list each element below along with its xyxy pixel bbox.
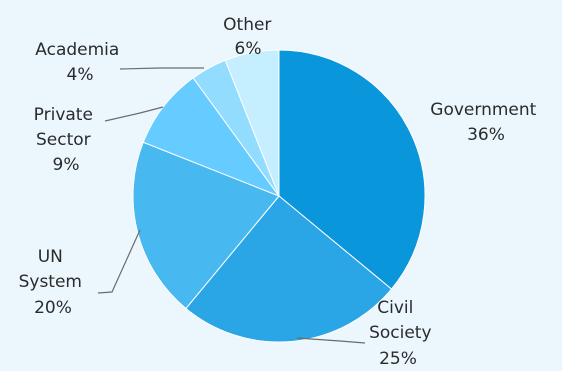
- pie-slice-government: [278, 49, 426, 290]
- slice-name-other: Other: [223, 15, 271, 35]
- pie-slice-other: [224, 49, 280, 197]
- slice-name-civil-society-line2: Society: [369, 323, 431, 343]
- slice-name-government: Government: [430, 100, 536, 120]
- slice-name-private-sector-line2: Sector: [36, 130, 91, 150]
- slice-pct-other: 6%: [235, 39, 262, 59]
- slice-pct-un-system: 20%: [34, 298, 72, 318]
- slice-name-un-system-line2: System: [19, 272, 82, 292]
- leader-line-civil-society: [296, 337, 366, 344]
- slice-pct-academia: 4%: [67, 65, 94, 85]
- leader-line-academia: [119, 67, 204, 70]
- slice-label-government: Government 36%: [430, 100, 541, 145]
- pie-slice-civil-society: [185, 195, 393, 343]
- slice-pct-government: 36%: [467, 125, 505, 145]
- slice-label-civil-society: Civil Society 25%: [369, 298, 437, 369]
- slice-name-civil-society-line1: Civil: [377, 298, 413, 318]
- leader-line-un-system: [97, 229, 141, 294]
- slice-name-un-system-line1: UN: [38, 247, 63, 267]
- slice-labels: Other 6% Academia 4% Private Sector 9% G…: [19, 15, 541, 369]
- slice-label-academia: Academia 4%: [35, 40, 124, 85]
- leader-line-private-sector: [104, 106, 164, 122]
- slice-label-private-sector: Private Sector 9%: [34, 105, 99, 175]
- pie-slice-un-system: [132, 141, 280, 310]
- pie-slice-private-sector: [142, 77, 281, 198]
- slice-label-other: Other 6%: [223, 15, 277, 59]
- slice-name-academia: Academia: [35, 40, 119, 60]
- slice-pct-private-sector: 9%: [53, 155, 80, 175]
- slice-pct-civil-society: 25%: [379, 349, 417, 369]
- pie-slices: [132, 49, 426, 343]
- slice-name-private-sector-line1: Private: [34, 105, 93, 125]
- leader-lines: [97, 67, 366, 344]
- slice-label-un-system: UN System 20%: [19, 247, 88, 318]
